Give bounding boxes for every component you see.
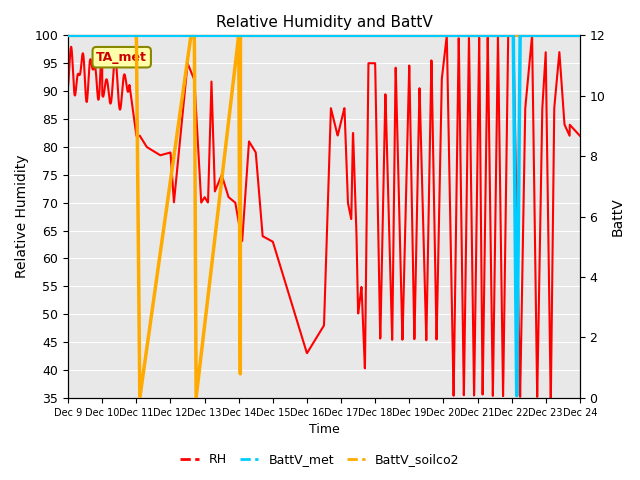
Title: Relative Humidity and BattV: Relative Humidity and BattV — [216, 15, 433, 30]
Y-axis label: Relative Humidity: Relative Humidity — [15, 155, 29, 278]
Text: TA_met: TA_met — [96, 51, 147, 64]
Y-axis label: BattV: BattV — [611, 197, 625, 236]
X-axis label: Time: Time — [308, 423, 339, 436]
Legend: RH, BattV_met, BattV_soilco2: RH, BattV_met, BattV_soilco2 — [175, 448, 465, 471]
